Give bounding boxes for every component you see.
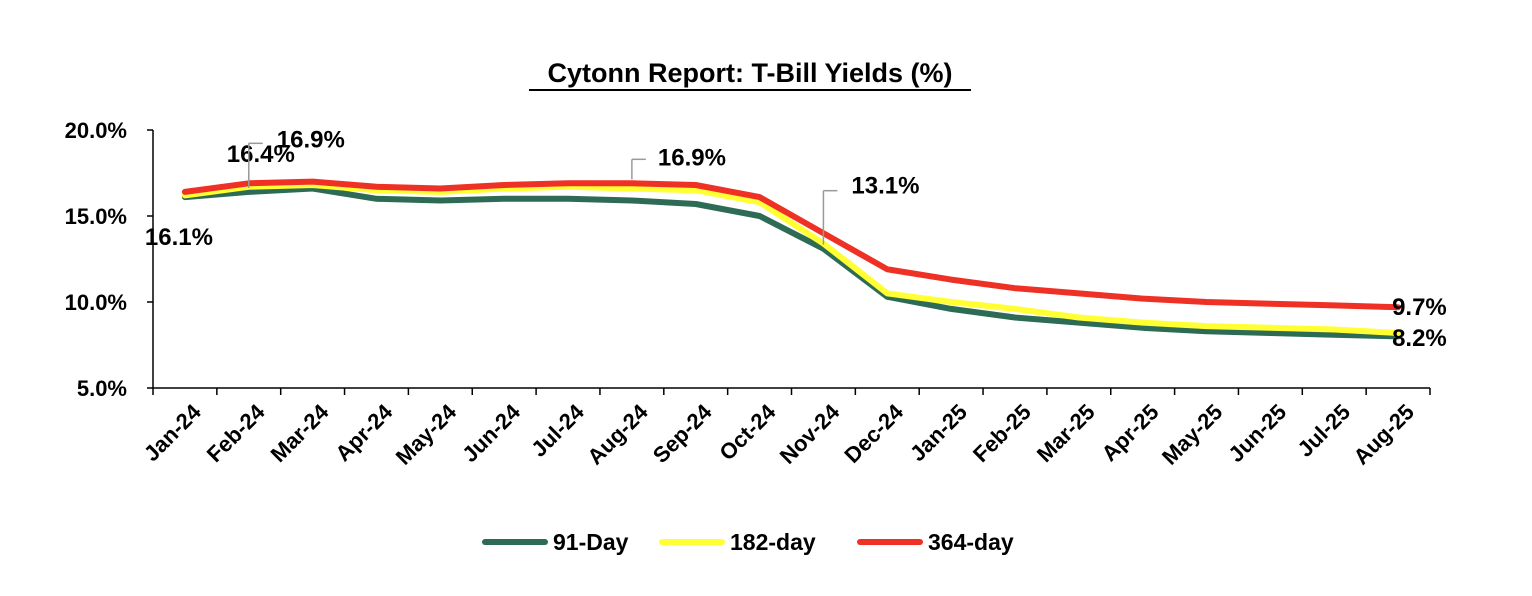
legend-label: 182-day — [730, 529, 816, 555]
x-tick-label: May-25 — [1157, 399, 1227, 469]
data-labels: 16.1%16.4%16.9%16.9%13.1%9.7%8.2% — [145, 126, 1447, 352]
x-tick-label: Oct-24 — [714, 399, 781, 466]
x-tick-label: Feb-24 — [202, 399, 270, 467]
chart-title: Cytonn Report: T-Bill Yields (%) — [547, 58, 952, 88]
y-tick-label: 5.0% — [77, 376, 127, 401]
legend-label: 91-Day — [553, 529, 629, 555]
x-tick-label: May-24 — [391, 399, 462, 470]
data-label: 8.2% — [1392, 325, 1447, 352]
y-tick-label: 20.0% — [65, 118, 127, 143]
series-line-91-day — [181, 185, 1402, 340]
axes: 5.0%10.0%15.0%20.0%Jan-24Feb-24Mar-24Apr… — [65, 118, 1431, 470]
x-tick-label: Aug-25 — [1349, 399, 1419, 469]
series-line-182-day — [181, 182, 1402, 336]
x-tick-label: Jul-25 — [1292, 399, 1355, 462]
x-tick-label: Apr-24 — [330, 399, 397, 466]
legend-label: 364-day — [928, 529, 1014, 555]
x-tick-label: Jan-24 — [139, 399, 207, 467]
x-tick-label: Apr-25 — [1097, 399, 1164, 466]
data-label: 16.9% — [277, 126, 345, 153]
x-tick-label: Sep-24 — [648, 399, 717, 468]
x-tick-label: Jun-24 — [457, 399, 525, 467]
x-tick-label: Jun-25 — [1223, 399, 1291, 467]
x-tick-label: Mar-25 — [1032, 399, 1100, 467]
x-tick-label: Dec-24 — [839, 399, 908, 468]
x-tick-label: Aug-24 — [582, 399, 653, 470]
legend: 91-Day 182-day 364-day — [482, 529, 1014, 555]
series-line-364-day — [181, 178, 1402, 311]
data-label: 9.7% — [1392, 294, 1447, 321]
data-label: 16.4% — [227, 141, 295, 168]
x-tick-label: Mar-24 — [266, 399, 334, 467]
data-label: 13.1% — [851, 173, 919, 200]
x-tick-label: Feb-25 — [968, 399, 1036, 467]
series-lines — [181, 178, 1402, 340]
x-tick-label: Nov-24 — [775, 399, 845, 469]
data-label: 16.1% — [145, 224, 213, 251]
data-label: 16.9% — [658, 144, 726, 171]
x-tick-label: Jan-25 — [905, 399, 972, 466]
y-tick-label: 15.0% — [65, 204, 127, 229]
x-tick-label: Jul-24 — [526, 399, 589, 462]
y-tick-label: 10.0% — [65, 290, 127, 315]
